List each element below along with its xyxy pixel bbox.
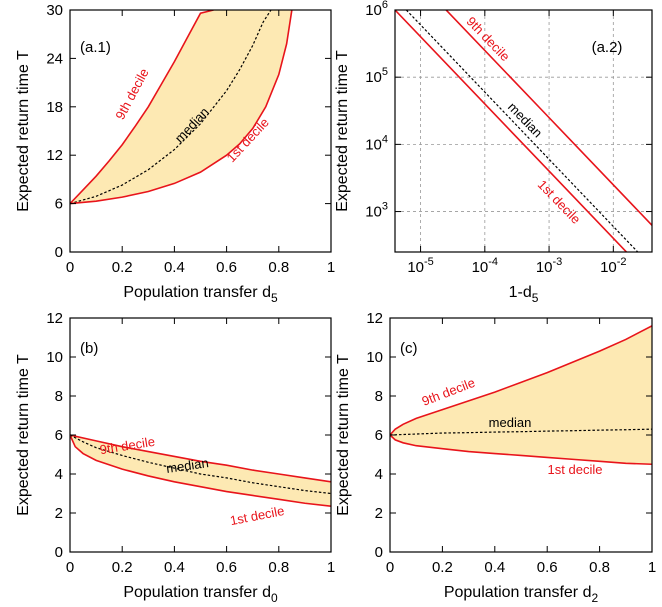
series-line-1st-decile (70, 434, 331, 507)
x-axis-label: Population transfer d5 (123, 284, 278, 305)
plot-area (70, 434, 331, 507)
decile-band (70, 435, 331, 507)
y-tick-label: 104 (365, 133, 388, 153)
plot-frame (394, 9, 653, 253)
decile-band (70, 10, 292, 204)
series-line-median (70, 10, 272, 205)
curve-label-1st-decile: 1st decile (229, 503, 286, 528)
x-tick-label: 0.6 (216, 259, 237, 276)
series-line-1st-decile (395, 10, 628, 252)
panel-a-1: 0 0.2 0.4 0.6 0.8 1 0 6 12 18 24 30 Population trans… (15, 2, 335, 305)
plot-area (70, 10, 293, 205)
x-tick-label: 0.6 (216, 559, 237, 576)
x-tick-label: 0.4 (164, 259, 185, 276)
y-axis-label: Expected return time T (334, 50, 351, 212)
series-line-1st-decile (390, 434, 652, 466)
plot-frame (69, 9, 332, 253)
x-tick-label: 0.6 (537, 559, 558, 576)
series-line-9th-decile (70, 10, 214, 205)
y-tick-label: 105 (365, 66, 388, 86)
x-tick-label: 0.2 (112, 559, 133, 576)
y-tick-label: 6 (55, 427, 63, 444)
series-line-1st-decile (70, 10, 293, 205)
plot-frame (69, 317, 332, 553)
x-tick-label: 0 (386, 559, 394, 576)
x-tick-label: 0.8 (268, 259, 289, 276)
panel-label: (b) (80, 340, 98, 357)
series-line-9th-decile (70, 434, 331, 483)
y-tick-label: 12 (46, 310, 63, 327)
panel-label: (c) (400, 340, 418, 357)
x-tick-label: 0.8 (268, 559, 289, 576)
y-tick-label: 106 (365, 0, 388, 19)
series-line-median (390, 428, 652, 436)
curve-label-9th-decile: 9th decile (464, 14, 513, 64)
x-tick-label: 0 (66, 259, 74, 276)
panel-label: (a.2) (592, 39, 623, 56)
y-axis-label: Expected return time T (335, 354, 352, 516)
y-axis-label: Expected return time T (15, 50, 32, 212)
y-tick-label: 8 (55, 388, 63, 405)
x-tick-label: 0.2 (112, 259, 133, 276)
y-tick-label: 12 (366, 310, 383, 327)
y-tick-label: 6 (375, 427, 383, 444)
y-tick-label: 10 (366, 349, 383, 366)
x-axis-label: 1-d5 (509, 284, 539, 305)
y-tick-label: 2 (375, 505, 383, 522)
y-tick-label: 0 (55, 544, 63, 561)
y-tick-label: 0 (375, 544, 383, 561)
x-tick-label: 1 (327, 559, 335, 576)
y-tick-label: 4 (55, 466, 63, 483)
plot-area (390, 325, 652, 466)
y-tick-label: 2 (55, 505, 63, 522)
x-tick-label: 10-4 (472, 256, 498, 276)
y-tick-label: 4 (375, 466, 383, 483)
series-line-median (405, 10, 639, 252)
y-tick-label: 8 (375, 388, 383, 405)
y-tick-label: 103 (365, 201, 388, 221)
series-line-median (70, 434, 331, 495)
curve-label-1st-decile: 1st decile (535, 177, 584, 227)
decile-band (390, 325, 652, 465)
x-tick-label: 10-3 (536, 256, 562, 276)
series-line-9th-decile (390, 325, 652, 436)
x-tick-label: 0.2 (432, 559, 453, 576)
x-tick-label: 0.8 (589, 559, 610, 576)
y-tick-label: 6 (55, 196, 63, 213)
curve-label-1st-decile: 1st decile (548, 462, 603, 477)
panel-label: (a.1) (80, 39, 111, 56)
y-axis-label: Expected return time T (15, 354, 32, 516)
y-tick-label: 18 (46, 99, 63, 116)
y-tick-label: 12 (46, 147, 63, 164)
x-axis-label: Population transfer d0 (123, 584, 278, 605)
x-tick-label: 1 (648, 559, 656, 576)
x-tick-label: 10-5 (407, 256, 433, 276)
x-tick-label: 0 (66, 559, 74, 576)
plot-area (395, 10, 652, 252)
x-tick-label: 0.4 (164, 559, 185, 576)
y-tick-label: 24 (46, 50, 63, 67)
y-tick-label: 30 (46, 2, 63, 19)
series-line-9th-decile (445, 10, 652, 226)
curve-label-median: median (165, 455, 209, 476)
y-tick-label: 0 (55, 244, 63, 261)
x-tick-label: 0.4 (484, 559, 505, 576)
y-tick-label: 10 (46, 349, 63, 366)
x-axis-label: Population transfer d2 (444, 584, 599, 605)
panel-a-2: 10-5 10-4 10-3 10-2 103 104 105 106 1-d5 Expected… (334, 0, 653, 305)
x-tick-label: 1 (327, 259, 335, 276)
curve-label-median: median (489, 415, 532, 430)
x-tick-label: 10-2 (600, 256, 626, 276)
